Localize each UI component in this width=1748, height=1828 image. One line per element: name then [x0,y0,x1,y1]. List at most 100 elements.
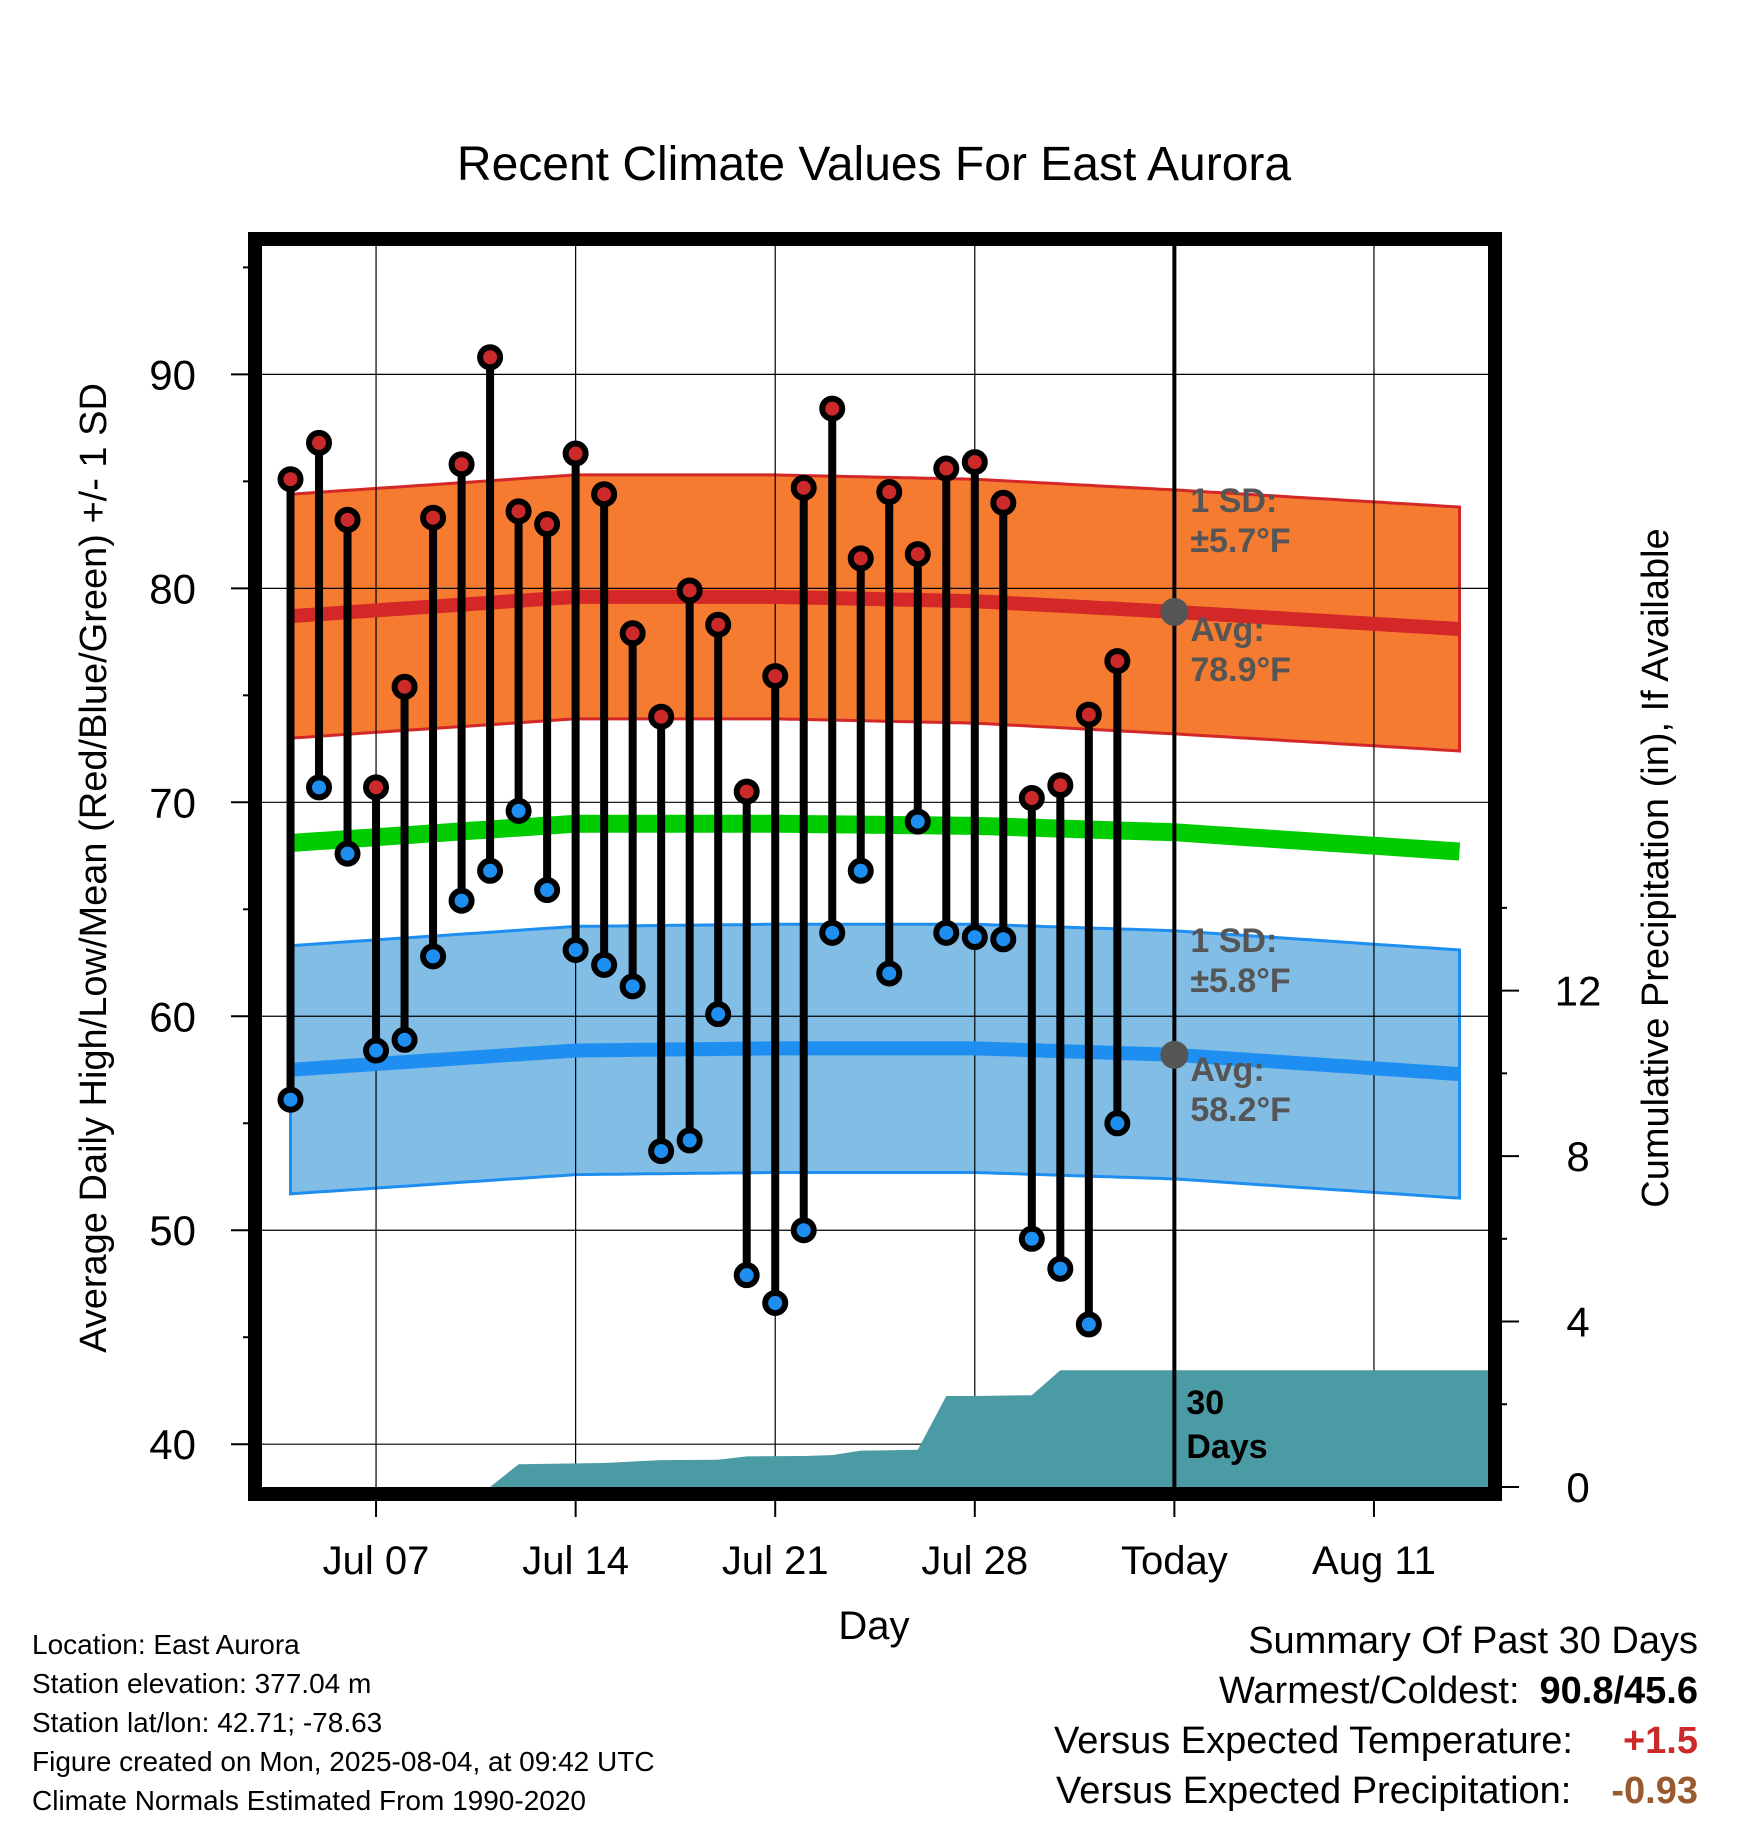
high-point [562,440,589,467]
low-avg-annotation-label: Avg: [1190,1051,1264,1089]
high-point [961,449,988,476]
y-tick-label: 60 [149,993,196,1040]
high-point [334,506,361,533]
x-tick-label: Jul 28 [921,1539,1028,1583]
high-point [505,498,532,525]
low-point [790,1217,817,1244]
high-point [391,673,418,700]
summary-warmest-value: 90.8/45.6 [1539,1670,1698,1712]
y-tick-label: 70 [149,779,196,826]
high-point [1104,648,1131,675]
high-avg-marker [1160,597,1189,626]
high-point [619,620,646,647]
high-point [904,541,931,568]
high-point [420,504,447,531]
x-tick-label: Today [1121,1539,1228,1583]
y-tick-label: 80 [149,565,196,612]
high-avg-annotation-label: Avg: [1190,611,1264,649]
high-point [676,577,703,604]
footer-location: Location: East Aurora [32,1629,300,1660]
x-tick-label: Jul 07 [323,1539,430,1583]
low-point [904,808,931,835]
low-sd-annotation-value: ±5.8°F [1190,962,1290,1000]
low-point [1018,1225,1045,1252]
high-point [762,663,789,690]
x-tick-label: Jul 14 [522,1539,629,1583]
daily-stems [277,344,1131,1338]
summary-precip-value: -0.93 [1611,1770,1698,1812]
y2-tick-label: 4 [1566,1299,1589,1346]
y2-axis-label: Cumulative Precipitation (in), If Availa… [1635,528,1677,1207]
high-point [448,451,475,478]
low-point [306,774,333,801]
high-point [933,455,960,482]
low-point [505,797,532,824]
high-point [1075,701,1102,728]
low-point [391,1026,418,1053]
low-avg-marker [1160,1040,1189,1069]
low-avg-annotation: Avg:58.2°F [1190,1051,1291,1129]
y2-tick-label: 8 [1566,1133,1589,1180]
high-point [733,778,760,805]
y-axis-label: Average Daily High/Low/Mean (Red/Blue/Gr… [73,383,115,1353]
summary-warmest-label: Warmest/Coldest: [1218,1670,1520,1712]
low-point [762,1289,789,1316]
summary-temp: Versus Expected Temperature: +1.5 [1054,1720,1698,1763]
high-point [790,474,817,501]
low-point [676,1127,703,1154]
summary-precip-label: Versus Expected Precipitation: [1055,1770,1572,1812]
y-tick-label: 50 [149,1207,196,1254]
high-point [876,479,903,506]
high-point [277,466,304,493]
y-tick-label: 90 [149,351,196,398]
high-point [477,344,504,371]
footer-normals: Climate Normals Estimated From 1990-2020 [32,1785,586,1816]
y-axis: 40 50 60 70 80 90 [149,266,255,1468]
low-point [534,877,561,904]
low-point [277,1086,304,1113]
high-sd-band [289,473,1461,753]
high-sd-annotation-value: ±5.7°F [1190,522,1290,560]
high-point [363,774,390,801]
period-label: Days [1186,1428,1267,1466]
chart-title: Recent Climate Values For East Aurora [457,138,1291,191]
footer-created: Figure created on Mon, 2025-08-04, at 09… [32,1746,655,1777]
low-point [733,1262,760,1289]
low-point [420,943,447,970]
low-point [876,960,903,987]
mean-normal-line [289,814,1461,861]
summary-title: Summary Of Past 30 Days [1248,1620,1698,1662]
low-point [1075,1311,1102,1338]
x-tick-label: Aug 11 [1312,1539,1436,1583]
low-point [933,919,960,946]
y2-tick-label: 12 [1555,968,1602,1015]
high-point [819,395,846,422]
low-point [448,887,475,914]
high-point [534,511,561,538]
low-point [847,857,874,884]
low-sd-band [289,922,1461,1200]
low-point [1047,1255,1074,1282]
x-axis: Jul 07 Jul 14 Jul 21 Jul 28 Today Aug 11 [323,1494,1436,1583]
footer-latlon: Station lat/lon: 42.71; -78.63 [32,1707,383,1738]
precipitation-area [290,1370,1488,1487]
low-point [705,1001,732,1028]
low-point [819,919,846,946]
summary-precip: Versus Expected Precipitation: -0.93 [1056,1770,1698,1813]
low-avg-annotation-value: 58.2°F [1190,1091,1291,1129]
high-point [990,489,1017,516]
x-tick-label: Jul 21 [722,1539,829,1583]
low-point [591,951,618,978]
high-point [1047,772,1074,799]
summary-warmest: Warmest/Coldest: 90.8/45.6 [1219,1670,1698,1713]
low-point [477,857,504,884]
low-point [648,1138,675,1165]
y-tick-label: 40 [149,1421,196,1468]
low-point [562,936,589,963]
low-point [961,924,988,951]
low-point [990,926,1017,953]
low-sd-annotation-label: 1 SD: [1190,922,1277,960]
period-label: 30 [1186,1384,1224,1422]
